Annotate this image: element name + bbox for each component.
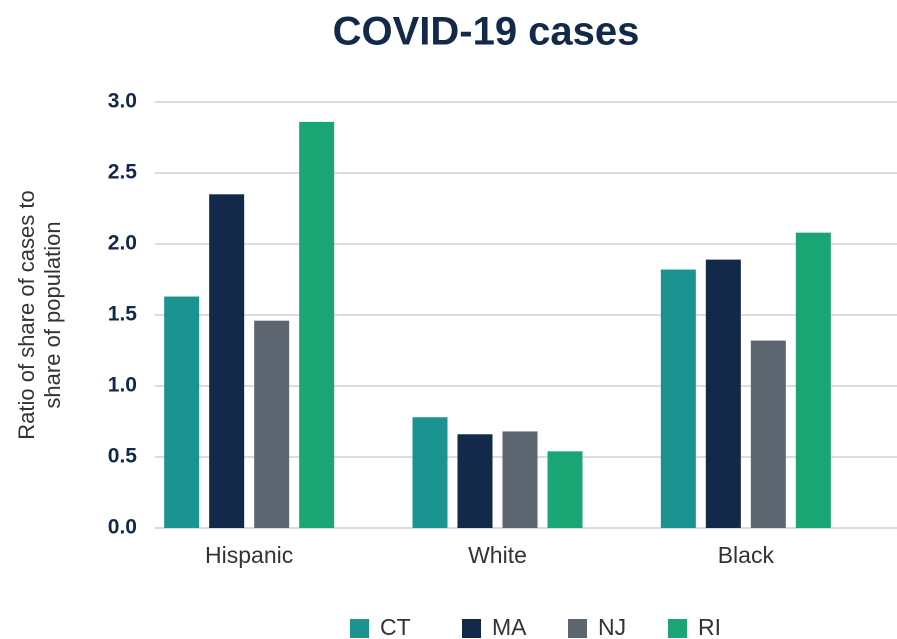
legend-label: NJ bbox=[598, 614, 626, 639]
bar bbox=[705, 259, 741, 528]
bar bbox=[299, 121, 335, 528]
y-tick-label: 1.5 bbox=[108, 303, 138, 326]
bar bbox=[457, 434, 493, 528]
x-tick-label: Black bbox=[718, 542, 775, 568]
x-tick-label: Hispanic bbox=[205, 542, 293, 568]
bar bbox=[547, 451, 583, 528]
legend-swatch bbox=[568, 619, 587, 638]
legend-label: CT bbox=[380, 614, 411, 639]
y-tick-label: 1.0 bbox=[108, 374, 137, 397]
legend-label: RI bbox=[698, 614, 721, 639]
y-axis-label-line: Ratio of share of cases to bbox=[14, 190, 39, 439]
bar bbox=[795, 232, 831, 528]
legend-swatch bbox=[668, 619, 687, 638]
y-tick-label: 2.0 bbox=[108, 232, 137, 255]
bar bbox=[254, 320, 290, 528]
bar bbox=[660, 269, 696, 528]
bar bbox=[750, 340, 786, 528]
legend-swatch bbox=[350, 619, 369, 638]
bar bbox=[209, 194, 245, 529]
legend-swatch bbox=[462, 619, 481, 638]
y-tick-label: 2.5 bbox=[108, 161, 138, 184]
bar bbox=[412, 417, 448, 528]
y-axis-label-line: share of population bbox=[40, 221, 65, 408]
bar bbox=[502, 431, 538, 528]
bar bbox=[164, 296, 200, 528]
y-axis-label: Ratio of share of cases to share of popu… bbox=[14, 190, 65, 439]
x-tick-label: White bbox=[468, 542, 527, 568]
legend-label: MA bbox=[492, 614, 527, 639]
y-tick-label: 0.5 bbox=[108, 445, 138, 468]
chart-title: COVID-19 cases bbox=[333, 10, 640, 54]
y-tick-label: 3.0 bbox=[108, 90, 137, 113]
y-tick-label: 0.0 bbox=[108, 516, 137, 539]
